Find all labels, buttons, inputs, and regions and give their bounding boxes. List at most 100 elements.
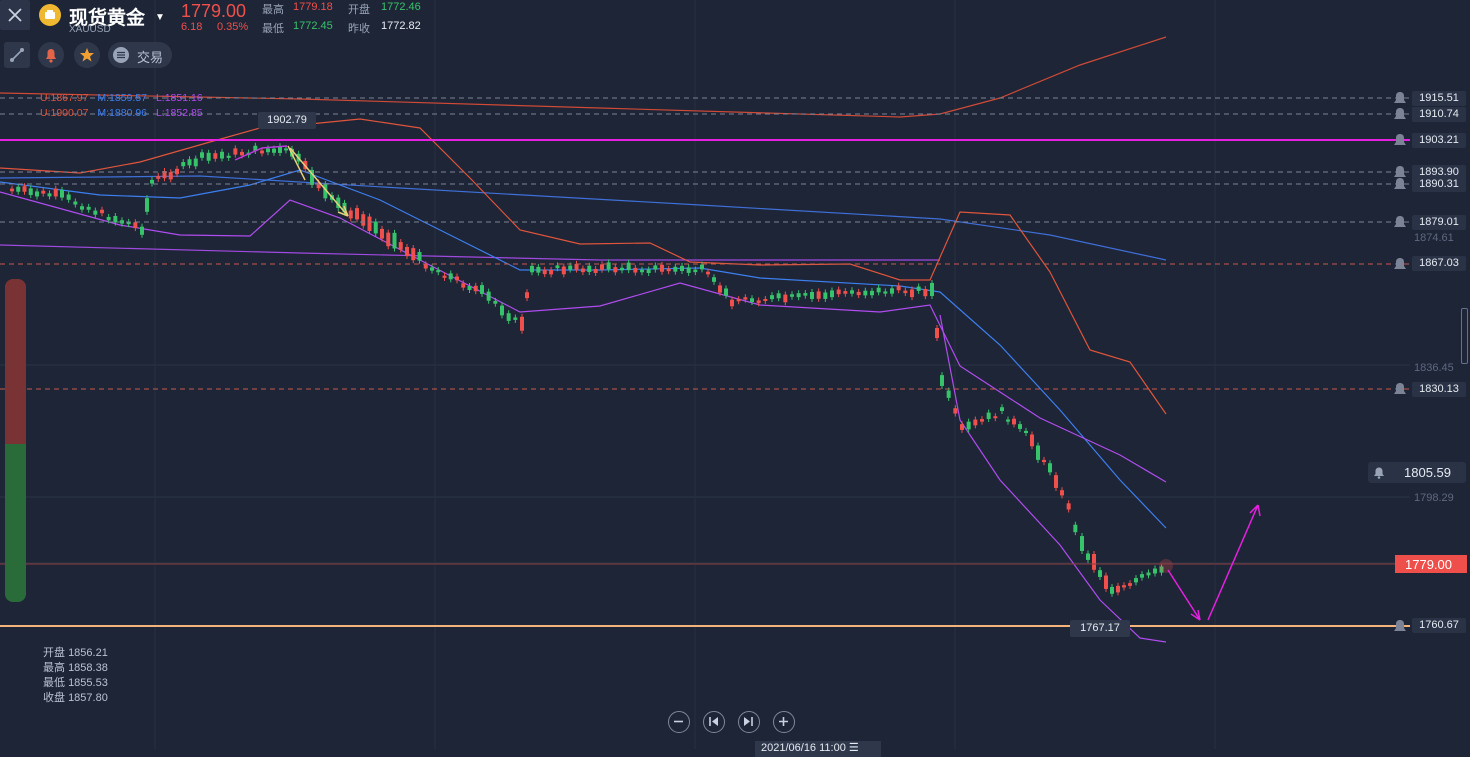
candle-body <box>442 275 447 278</box>
candle-body <box>1018 424 1022 429</box>
candle-body <box>500 305 504 316</box>
skip-forward-icon[interactable] <box>739 712 758 731</box>
candle-body <box>863 290 868 296</box>
price-scale-handle[interactable] <box>1461 308 1468 364</box>
candle-body <box>536 266 541 273</box>
scroll-to-end-button[interactable] <box>738 711 760 733</box>
trade-button[interactable]: 交易 <box>108 42 172 68</box>
candle-body <box>836 289 841 295</box>
candle-body <box>150 179 154 184</box>
bell-icon <box>1394 216 1406 227</box>
minus-icon[interactable] <box>669 712 688 731</box>
candle-body <box>626 262 631 271</box>
candle-body <box>783 294 788 303</box>
scroll-to-start-button[interactable] <box>703 711 725 733</box>
price-change-percent: 0.35% <box>217 21 249 33</box>
candle-body <box>1060 490 1064 496</box>
low-marker: 1767.17 <box>1070 620 1130 637</box>
axis-tick-1874: 1874.61 <box>1414 232 1454 244</box>
ohlc-close-label: 收盘 <box>43 692 65 704</box>
bell-icon <box>1374 467 1384 479</box>
candle-body <box>323 183 328 199</box>
candle-body <box>973 419 978 426</box>
buy-sell-ratio-bar <box>5 279 26 602</box>
alert-level-1830[interactable]: 1830.13 <box>1412 382 1466 397</box>
candle-body <box>380 228 384 239</box>
candle-body <box>790 294 794 297</box>
candle-body <box>1134 578 1138 583</box>
zoom-in-button[interactable] <box>773 711 795 733</box>
candle-body <box>436 270 441 273</box>
trend-arrow <box>234 145 288 161</box>
close-icon[interactable] <box>0 0 30 30</box>
alert-level-1910[interactable]: 1910.74 <box>1412 107 1466 122</box>
candle-body <box>1146 572 1151 576</box>
alert-level-1915[interactable]: 1915.51 <box>1412 91 1466 106</box>
candle-body <box>776 293 781 299</box>
candle-body <box>613 267 618 273</box>
gold-coin-icon <box>39 4 61 26</box>
candle-body <box>816 291 821 299</box>
candle-body <box>392 232 397 249</box>
bell-icon[interactable] <box>38 42 64 68</box>
candle-body <box>870 290 874 296</box>
candle-body <box>133 222 138 229</box>
chevron-down-icon[interactable]: ▼ <box>155 12 165 23</box>
candle-body <box>1098 570 1102 577</box>
bb-lower-short-tail <box>939 314 1167 643</box>
candle-body <box>187 159 192 166</box>
candle-body <box>206 152 211 161</box>
bb-upper-short <box>0 118 1167 415</box>
candle-body <box>1092 553 1096 570</box>
close-button[interactable] <box>0 0 30 30</box>
bb-lower-short <box>0 191 1167 483</box>
candle-body <box>28 188 33 196</box>
zoom-out-button[interactable] <box>668 711 690 733</box>
candle-body <box>903 290 908 294</box>
list-icon <box>113 47 129 63</box>
candle-body <box>461 283 466 288</box>
ohlc-open: 开盘 1856.21 <box>43 644 108 660</box>
bb2-lower: L:1852.85 <box>155 107 203 119</box>
candle-body <box>680 265 684 272</box>
candle-body <box>693 269 698 273</box>
axis-tick-1836: 1836.45 <box>1414 362 1454 374</box>
candle-body <box>175 168 179 175</box>
high-label: 最高 <box>262 4 284 16</box>
candle-body <box>220 151 224 159</box>
candle-body <box>700 264 704 270</box>
prev-close-label: 昨收 <box>348 23 370 35</box>
candle-body <box>1080 536 1084 551</box>
alert-level-1890[interactable]: 1890.31 <box>1412 177 1466 192</box>
candle-body <box>106 216 111 221</box>
candle-body <box>316 182 321 189</box>
candle-body <box>666 268 671 272</box>
candle-body <box>60 189 64 198</box>
skip-back-icon[interactable] <box>704 712 723 731</box>
alert-button[interactable] <box>38 42 64 68</box>
candle-body <box>986 412 991 420</box>
bb2-upper: U:1900.07 <box>40 107 89 119</box>
high-value: 1779.18 <box>293 1 333 13</box>
candle-body <box>1036 445 1040 460</box>
candle-body <box>606 262 611 270</box>
candle-body <box>260 150 264 154</box>
candle-body <box>561 266 566 275</box>
alert-level-1760[interactable]: 1760.67 <box>1412 618 1466 633</box>
line-tool-icon[interactable] <box>4 42 30 68</box>
instrument-name[interactable]: 现货黄金 <box>69 8 146 29</box>
alert-level-1867[interactable]: 1867.03 <box>1412 256 1466 271</box>
plus-icon[interactable] <box>774 712 793 731</box>
candle-body <box>1073 524 1078 533</box>
alert-price-tag[interactable]: 1805.59 <box>1368 462 1466 483</box>
drawing-tool-button[interactable] <box>4 42 30 68</box>
alert-level-1893[interactable]: 1893.90 <box>1412 165 1466 180</box>
star-icon[interactable] <box>74 42 100 68</box>
trade-label: 交易 <box>137 50 164 65</box>
alert-level-1879[interactable]: 1879.01 <box>1412 215 1466 230</box>
bb1-middle: M:1859.57 <box>97 92 148 104</box>
alert-level-1903[interactable]: 1903.21 <box>1412 133 1466 148</box>
favorite-button[interactable] <box>74 42 100 68</box>
bb2-middle: M:1880.96 <box>97 107 148 119</box>
